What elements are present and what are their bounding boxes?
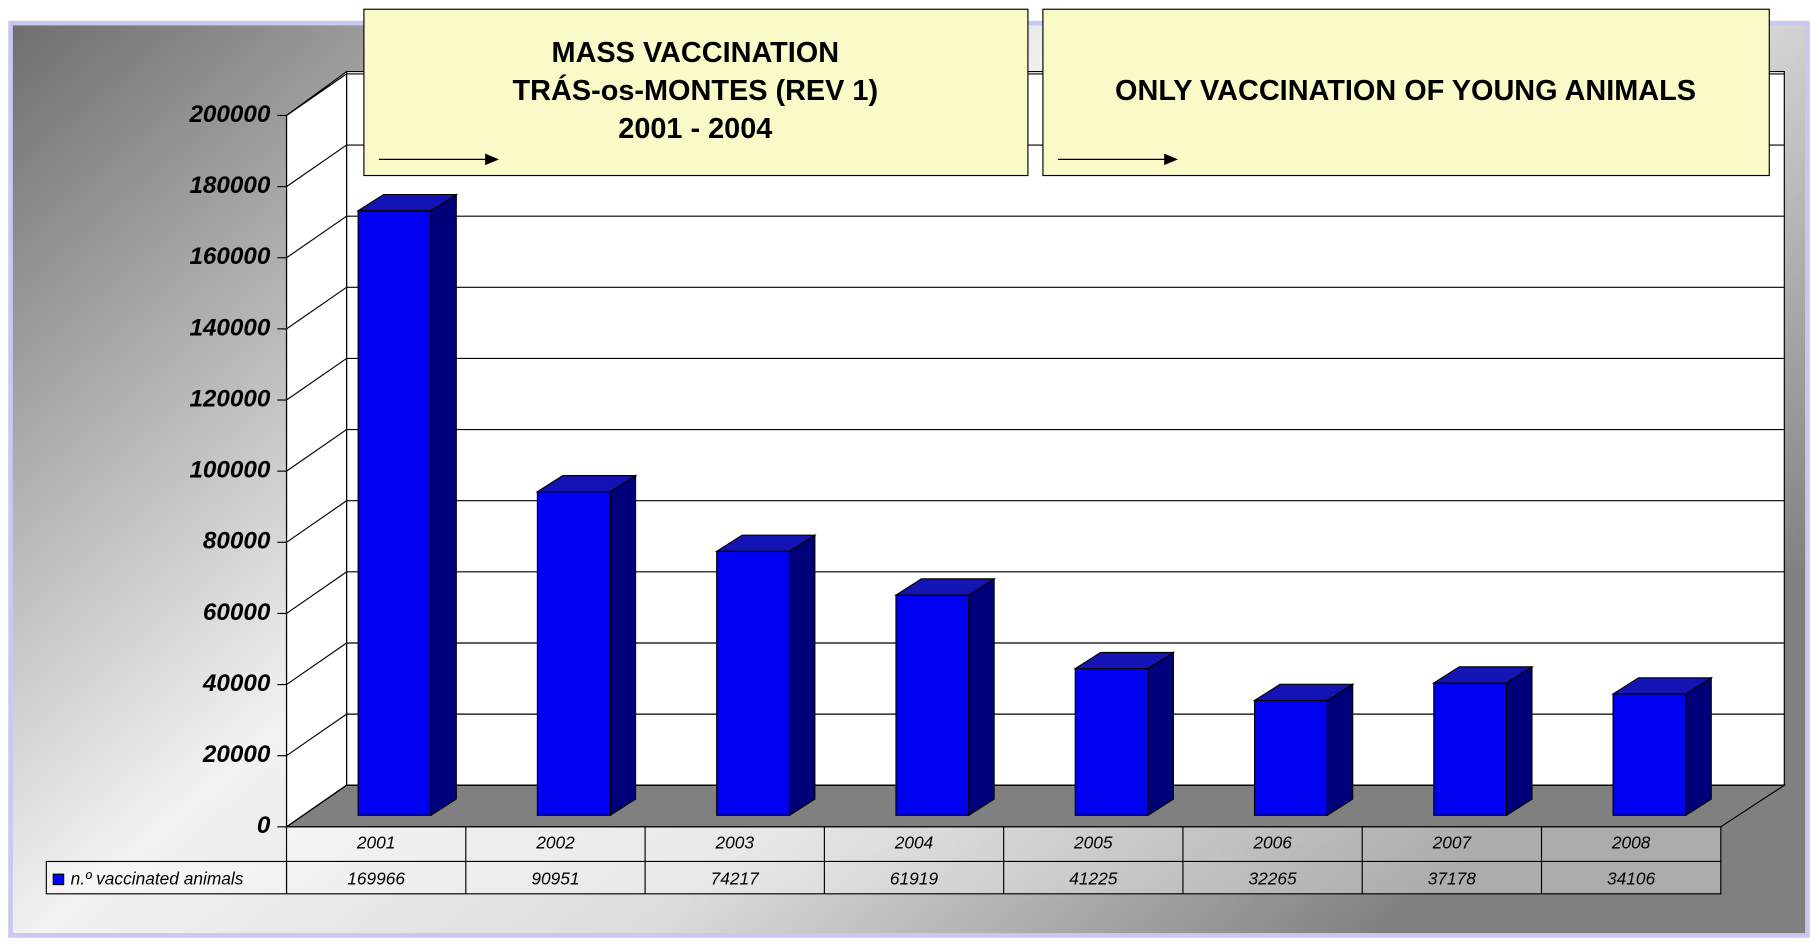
data-label: 90951 xyxy=(531,869,579,889)
floor xyxy=(284,784,1787,828)
data-label: 74217 xyxy=(711,869,761,889)
annotation-text: TRÁS-os-MONTES (REV 1) xyxy=(513,73,879,107)
grid-line xyxy=(286,571,347,614)
y-tick-label: 140000 xyxy=(189,314,270,341)
bar-side xyxy=(788,534,816,817)
x-tick-label: 2005 xyxy=(1073,833,1113,853)
grid-line xyxy=(286,286,347,330)
side-wall xyxy=(285,70,348,828)
y-tick-label: 40000 xyxy=(202,670,271,697)
y-tick-label: 100000 xyxy=(189,457,270,484)
grid-line xyxy=(286,429,347,472)
data-label: 41225 xyxy=(1069,869,1118,889)
annotation-text: ONLY VACCINATION OF YOUNG ANIMALS xyxy=(1115,75,1696,107)
arrow-head xyxy=(485,153,500,166)
bar xyxy=(1074,668,1149,816)
y-tick-label: 60000 xyxy=(203,599,271,626)
bar xyxy=(536,491,611,816)
bar-side xyxy=(430,193,457,817)
y-tick-label: 180000 xyxy=(189,172,270,199)
bar-side xyxy=(1685,676,1712,817)
grid-line xyxy=(286,144,347,188)
grid-line xyxy=(286,784,347,828)
data-label: 61919 xyxy=(890,869,939,889)
y-tick-label: 20000 xyxy=(202,741,271,768)
y-tick-label: 0 xyxy=(257,812,271,839)
data-label: 34106 xyxy=(1607,869,1656,889)
x-tick-label: 2001 xyxy=(356,833,396,853)
bar xyxy=(1253,699,1328,816)
bars xyxy=(356,193,1714,817)
bar-side xyxy=(1326,683,1354,817)
grid-line xyxy=(286,73,347,116)
x-tick-label: 2007 xyxy=(1432,833,1473,853)
annotation-text: 2001 - 2004 xyxy=(618,113,772,145)
legend-label: n.º vaccinated animals xyxy=(71,869,244,889)
bar xyxy=(1612,693,1687,816)
bar xyxy=(357,210,432,816)
bar xyxy=(1433,682,1508,816)
x-tick-label: 2002 xyxy=(535,833,575,853)
grid-line xyxy=(286,642,347,686)
annotation-box xyxy=(363,8,1029,177)
y-tick-label: 200000 xyxy=(188,101,270,128)
grid-line xyxy=(286,215,347,259)
data-label: 32265 xyxy=(1249,869,1298,889)
annotation-bg xyxy=(1042,8,1770,177)
legend-cell xyxy=(45,860,288,895)
y-tick-label: 120000 xyxy=(189,385,270,412)
grid-line xyxy=(286,357,347,401)
x-tick-label: 2004 xyxy=(894,833,934,853)
annotation-box xyxy=(1042,8,1770,177)
annotation-text: MASS VACCINATION xyxy=(552,37,840,69)
x-tick-label: 2008 xyxy=(1611,833,1651,853)
bar-side xyxy=(1147,651,1174,817)
x-tick-label: 2006 xyxy=(1252,833,1292,853)
bar-side xyxy=(968,577,995,817)
x-tick-label: 2003 xyxy=(714,833,754,853)
data-table: n.º vaccinated animals 2001 169966 2002 9095… xyxy=(45,826,1722,895)
bar xyxy=(895,594,970,816)
annotation-bg xyxy=(363,8,1029,177)
data-label: 169966 xyxy=(347,869,405,889)
arrow-head xyxy=(1164,153,1179,166)
data-label: 37178 xyxy=(1428,869,1477,889)
grid-line xyxy=(286,500,347,543)
y-tick-label: 160000 xyxy=(189,243,270,270)
bar-side xyxy=(609,474,637,817)
bar xyxy=(716,550,791,816)
y-tick-label: 80000 xyxy=(203,528,271,555)
bar-side xyxy=(1505,665,1533,817)
grid-line xyxy=(286,713,347,757)
legend-swatch xyxy=(52,873,65,886)
